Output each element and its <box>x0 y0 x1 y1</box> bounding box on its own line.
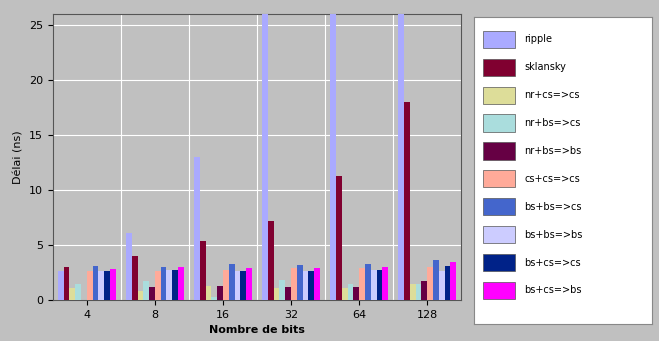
Bar <box>262 8 268 300</box>
Bar <box>268 221 273 300</box>
Text: bs+bs=>bs: bs+bs=>bs <box>525 230 583 240</box>
Bar <box>58 271 64 300</box>
Bar <box>273 288 279 300</box>
Bar <box>376 270 382 300</box>
Bar <box>450 262 456 300</box>
Bar <box>347 284 353 300</box>
Bar <box>206 286 212 300</box>
Bar <box>110 269 116 300</box>
Text: nr+cs=>cs: nr+cs=>cs <box>525 90 580 100</box>
Y-axis label: Délai (ns): Délai (ns) <box>13 130 23 184</box>
Bar <box>416 284 422 300</box>
FancyBboxPatch shape <box>483 59 515 76</box>
Text: nr+bs=>bs: nr+bs=>bs <box>525 146 581 156</box>
Bar <box>382 267 388 300</box>
Bar <box>336 176 342 300</box>
FancyBboxPatch shape <box>483 87 515 104</box>
Bar <box>241 271 246 300</box>
Bar <box>279 280 285 300</box>
Bar <box>404 102 410 300</box>
Text: cs+cs=>cs: cs+cs=>cs <box>525 174 580 184</box>
X-axis label: Nombre de bits: Nombre de bits <box>209 325 305 335</box>
FancyBboxPatch shape <box>483 170 515 188</box>
Bar <box>302 271 308 300</box>
Bar <box>75 284 81 300</box>
Text: bs+cs=>cs: bs+cs=>cs <box>525 257 581 268</box>
Bar <box>138 291 143 300</box>
Text: ripple: ripple <box>525 34 552 44</box>
Bar <box>427 267 433 300</box>
Bar <box>87 271 92 300</box>
Bar <box>161 267 167 300</box>
Bar <box>104 271 110 300</box>
Bar <box>445 266 450 300</box>
Bar <box>235 271 241 300</box>
Bar <box>178 267 184 300</box>
Text: bs+cs=>bs: bs+cs=>bs <box>525 285 582 295</box>
Bar <box>285 287 291 300</box>
Bar <box>433 261 439 300</box>
Bar <box>297 265 302 300</box>
Bar <box>246 268 252 300</box>
Bar <box>291 268 297 300</box>
Bar <box>314 268 320 300</box>
Text: sklansky: sklansky <box>525 62 566 72</box>
Bar <box>143 281 149 300</box>
FancyBboxPatch shape <box>483 198 515 216</box>
Bar <box>172 270 178 300</box>
Bar <box>98 271 104 300</box>
Bar <box>330 8 336 300</box>
Bar <box>308 271 314 300</box>
Bar <box>194 157 200 300</box>
Bar <box>359 268 365 300</box>
Bar <box>371 270 376 300</box>
Bar <box>410 284 416 300</box>
Bar <box>167 270 172 300</box>
FancyBboxPatch shape <box>483 282 515 299</box>
Bar <box>342 288 347 300</box>
Bar <box>155 271 161 300</box>
Text: bs+bs=>cs: bs+bs=>cs <box>525 202 582 212</box>
Bar <box>217 286 223 300</box>
Bar <box>132 256 138 300</box>
FancyBboxPatch shape <box>483 226 515 243</box>
FancyBboxPatch shape <box>483 143 515 160</box>
Bar <box>422 281 427 300</box>
Text: nr+bs=>cs: nr+bs=>cs <box>525 118 581 128</box>
Bar <box>212 297 217 300</box>
Bar <box>223 270 229 300</box>
Bar <box>126 233 132 300</box>
FancyBboxPatch shape <box>483 254 515 271</box>
Bar <box>398 8 404 300</box>
Bar <box>64 267 69 300</box>
Bar <box>365 264 371 300</box>
Bar <box>353 287 359 300</box>
Bar <box>149 287 155 300</box>
Bar <box>69 288 75 300</box>
Bar <box>200 241 206 300</box>
Bar <box>439 271 445 300</box>
Bar <box>229 264 235 300</box>
FancyBboxPatch shape <box>483 115 515 132</box>
Bar <box>92 266 98 300</box>
FancyBboxPatch shape <box>483 31 515 48</box>
